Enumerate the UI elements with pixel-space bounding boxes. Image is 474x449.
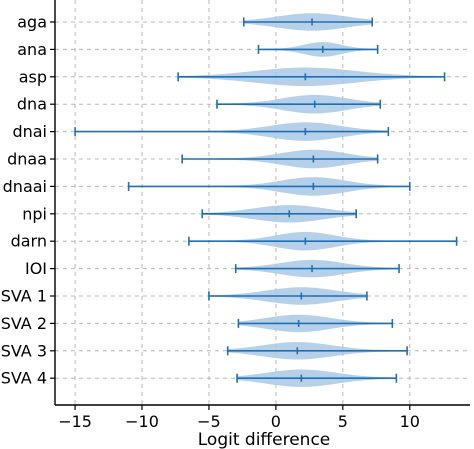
- x-axis-label: Logit difference: [198, 430, 331, 449]
- y-tick-label: SVA 3: [1, 341, 47, 360]
- y-tick-label: darn: [11, 232, 47, 251]
- x-tick-label: 0: [271, 412, 281, 431]
- x-tick-label: 5: [338, 412, 348, 431]
- x-tick-label: −15: [58, 412, 92, 431]
- y-tick-label: SVA 1: [1, 287, 47, 306]
- violins: [74, 13, 458, 387]
- y-tick-label: IOI: [25, 259, 47, 278]
- y-tick-label: asp: [19, 67, 47, 86]
- y-tick-label: aga: [17, 13, 47, 32]
- x-tick-label: −10: [125, 412, 159, 431]
- x-tick-label: 10: [400, 412, 420, 431]
- y-tick-label: dnaa: [7, 150, 47, 169]
- y-tick-label: ana: [17, 40, 47, 59]
- y-tick-label: SVA 2: [1, 314, 47, 333]
- x-tick-label: −5: [197, 412, 221, 431]
- grid-lines: [55, 0, 470, 405]
- y-tick-label: dnaai: [3, 177, 47, 196]
- y-tick-label: dna: [17, 95, 47, 114]
- y-tick-label: dnai: [12, 122, 47, 141]
- y-tick-label: npi: [22, 204, 47, 223]
- y-tick-label: SVA 4: [1, 369, 47, 388]
- axes: aga ana asp dna dnai dnaa dnaai npi darn IOI SVA 1…: [1, 0, 470, 431]
